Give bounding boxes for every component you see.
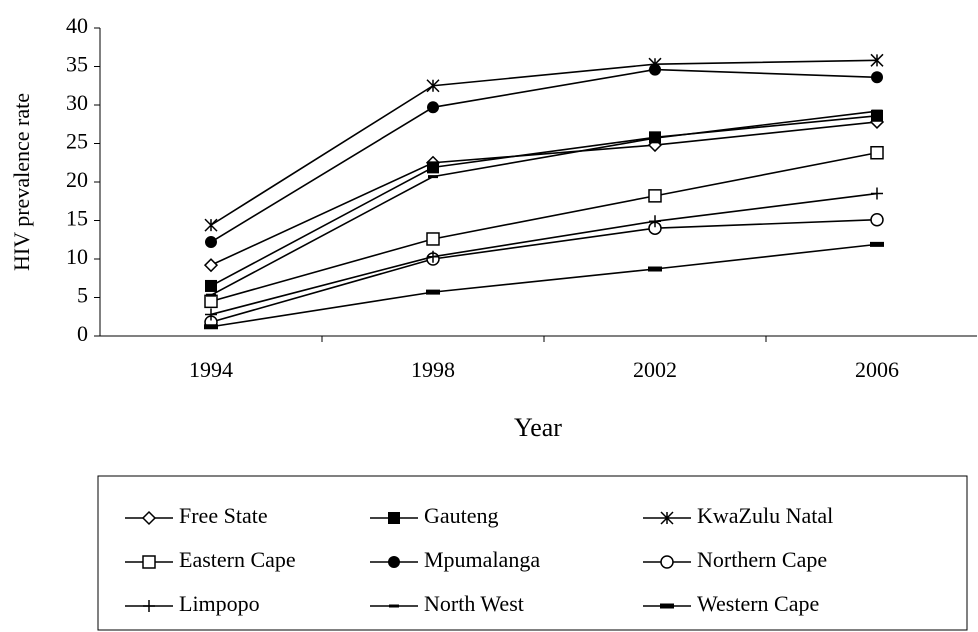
marker	[427, 250, 439, 263]
marker	[871, 71, 883, 84]
y-tick-label: 25	[66, 129, 88, 154]
x-tick-label: 2006	[855, 357, 899, 382]
series-line	[210, 110, 878, 296]
legend-label: Limpopo	[179, 591, 260, 616]
series-line	[210, 114, 878, 287]
marker	[205, 236, 217, 249]
y-tick-label: 35	[66, 52, 88, 77]
series-line	[210, 121, 878, 266]
x-tick-label: 2002	[633, 357, 677, 382]
marker	[206, 293, 216, 297]
marker	[870, 212, 884, 227]
marker	[204, 218, 218, 232]
legend-label: Gauteng	[424, 503, 499, 528]
marker	[870, 145, 884, 160]
y-tick-label: 40	[66, 13, 88, 38]
y-tick-label: 15	[66, 206, 88, 231]
marker	[426, 79, 440, 93]
y-tick-label: 10	[66, 244, 88, 269]
marker	[649, 63, 661, 76]
x-tick-label: 1998	[411, 357, 455, 382]
series-line	[210, 243, 878, 328]
marker	[871, 187, 883, 200]
series-line	[210, 151, 878, 303]
legend-label: Eastern Cape	[179, 547, 296, 572]
marker	[388, 556, 400, 568]
marker	[143, 600, 155, 612]
legend-label: Western Cape	[697, 591, 819, 616]
y-tick-label: 30	[66, 90, 88, 115]
marker	[870, 241, 884, 247]
marker	[660, 511, 674, 525]
y-axis-title: HIV prevalence rate	[9, 93, 34, 271]
marker	[648, 266, 662, 272]
legend-label: Mpumalanga	[424, 547, 540, 572]
series-line	[210, 68, 878, 243]
marker	[203, 258, 219, 273]
legend-label: KwaZulu Natal	[697, 503, 833, 528]
legend-box	[97, 475, 968, 631]
marker	[427, 161, 439, 174]
x-tick-label: 1994	[189, 357, 233, 382]
y-tick-label: 5	[77, 283, 88, 308]
series-line	[210, 192, 878, 316]
legend-label: North West	[424, 591, 524, 616]
series-line	[210, 218, 878, 323]
series-line	[210, 59, 878, 226]
marker	[871, 109, 883, 122]
marker	[872, 109, 882, 113]
marker	[204, 294, 218, 309]
marker	[427, 101, 439, 114]
marker	[205, 279, 217, 292]
y-tick-label: 0	[77, 321, 88, 346]
marker	[426, 289, 440, 295]
y-tick-label: 20	[66, 167, 88, 192]
marker	[389, 604, 399, 608]
legend-label: Free State	[179, 503, 268, 528]
marker	[141, 510, 157, 526]
marker	[388, 512, 400, 524]
marker	[648, 189, 662, 203]
marker	[870, 53, 884, 67]
marker	[426, 232, 440, 246]
marker	[649, 215, 661, 228]
marker	[205, 308, 217, 321]
x-axis-title: Year	[514, 413, 562, 442]
legend-label: Northern Cape	[697, 547, 827, 572]
marker	[660, 555, 674, 569]
marker	[428, 175, 438, 179]
marker	[142, 555, 156, 569]
marker	[650, 136, 660, 140]
marker	[204, 324, 218, 330]
marker	[660, 603, 674, 609]
